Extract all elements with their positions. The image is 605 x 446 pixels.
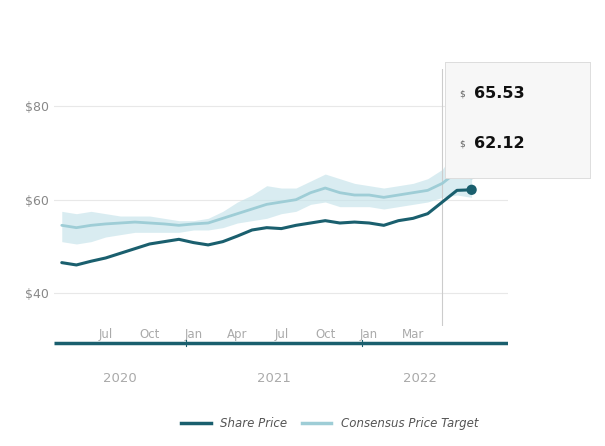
Text: 2022: 2022 [404, 372, 437, 385]
Text: 62.12: 62.12 [474, 136, 525, 151]
Text: 2021: 2021 [257, 372, 291, 385]
Text: 65.53: 65.53 [474, 86, 525, 101]
Text: $: $ [459, 139, 465, 148]
Text: ?: ? [563, 21, 569, 34]
Legend: Share Price, Consensus Price Target: Share Price, Consensus Price Target [177, 413, 483, 435]
Point [467, 186, 477, 194]
Text: 2020: 2020 [103, 372, 137, 385]
Point [467, 170, 477, 178]
Text: AVERAGE SHARE PRICE AND PRICE TARGET BY MONTH: AVERAGE SHARE PRICE AND PRICE TARGET BY … [18, 21, 422, 34]
Text: $: $ [459, 89, 465, 98]
